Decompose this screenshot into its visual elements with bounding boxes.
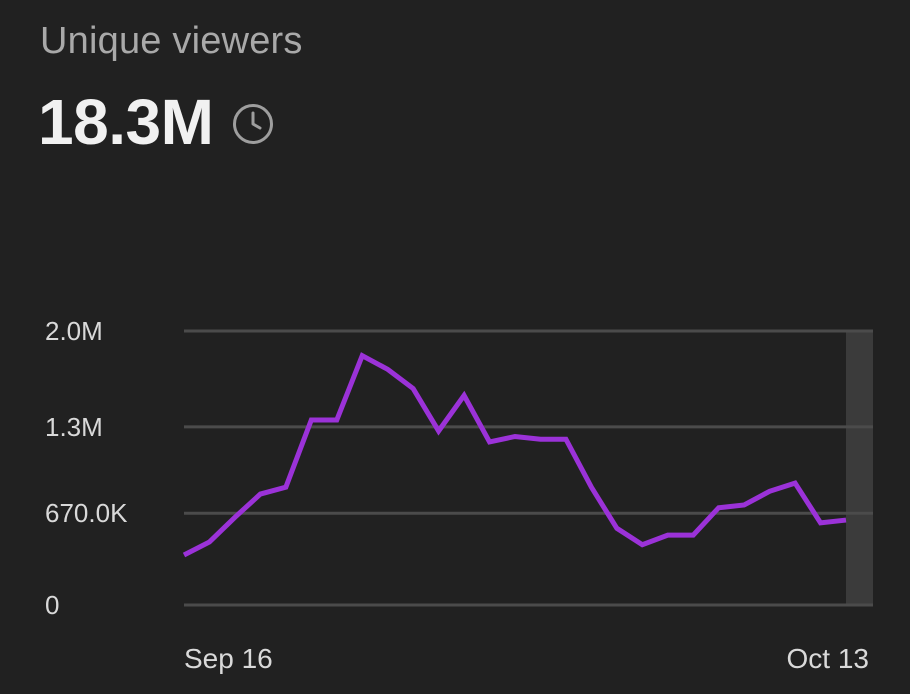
x-tick-label-start: Sep 16 (184, 643, 273, 674)
chart-grid (184, 329, 873, 607)
y-tick-label-1: 670.0K (45, 498, 128, 528)
chart-card-title: Unique viewers (40, 20, 303, 62)
y-tick-label-3: 2.0M (45, 316, 103, 346)
y-tick-label-2: 1.3M (45, 412, 103, 442)
chart-highlight-layer (846, 331, 873, 605)
series-layer (182, 352, 847, 558)
metric-value: 18.3M (38, 86, 214, 158)
x-axis-ticks: Sep 16 Oct 13 (184, 643, 869, 674)
metric-row: 18.3M (38, 84, 275, 160)
selected-date-highlight[interactable] (846, 331, 873, 605)
clock-icon[interactable] (231, 102, 275, 146)
series-line-0[interactable] (182, 352, 847, 558)
y-axis-ticks: 0 670.0K 1.3M 2.0M (45, 316, 128, 620)
y-tick-label-0: 0 (45, 590, 59, 620)
x-tick-label-end: Oct 13 (787, 643, 869, 674)
